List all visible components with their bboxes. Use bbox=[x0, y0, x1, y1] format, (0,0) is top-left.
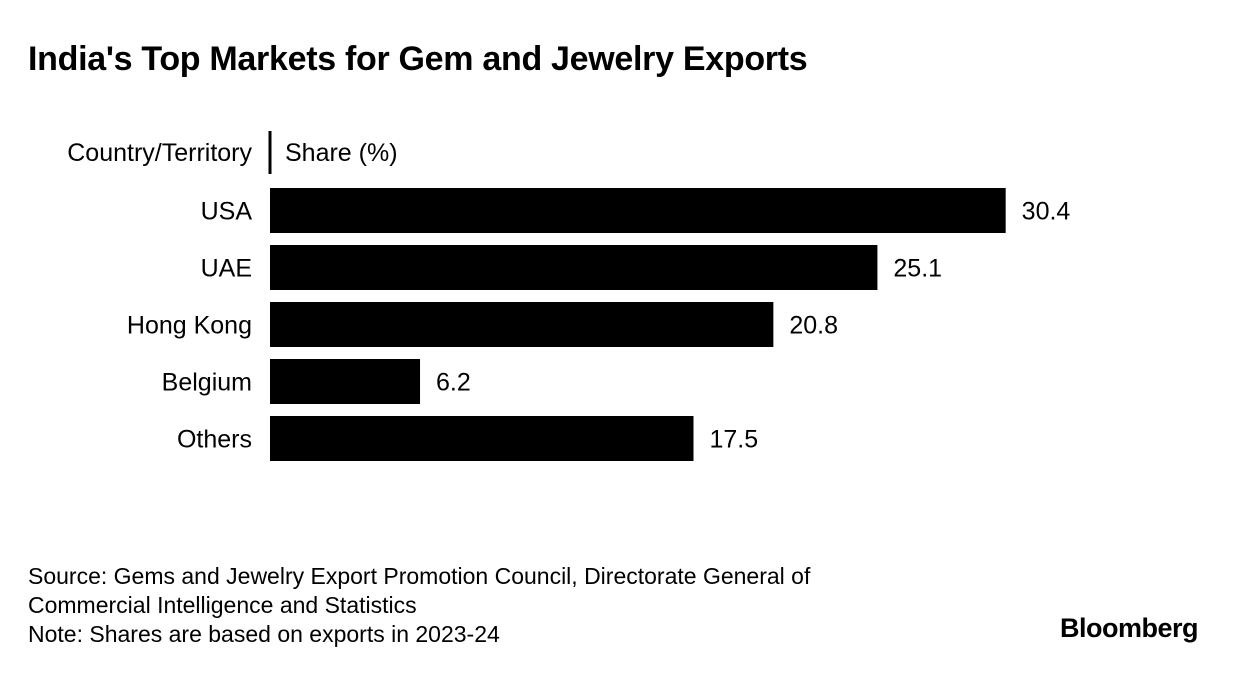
category-label-hong-kong: Hong Kong bbox=[127, 312, 252, 340]
bars-group: USA 30.4 UAE 25.1 Hong Kong 20.8 Belgium 6.2 Oth… bbox=[127, 188, 1071, 461]
value-label-others: 17.5 bbox=[710, 426, 759, 454]
bar-usa bbox=[270, 188, 1006, 233]
bar-others bbox=[270, 416, 694, 461]
bar-uae bbox=[270, 245, 878, 290]
category-label-uae: UAE bbox=[201, 255, 252, 283]
value-label-usa: 30.4 bbox=[1022, 198, 1071, 226]
category-label-others: Others bbox=[177, 426, 252, 454]
value-label-uae: 25.1 bbox=[893, 255, 942, 283]
category-header: Country/Territory bbox=[67, 139, 252, 167]
value-label-belgium: 6.2 bbox=[436, 369, 471, 397]
bar-hong-kong bbox=[270, 302, 774, 347]
bar-belgium bbox=[270, 359, 421, 404]
category-label-usa: USA bbox=[201, 198, 253, 226]
category-label-belgium: Belgium bbox=[162, 369, 252, 397]
bloomberg-logo: Bloomberg bbox=[1059, 613, 1199, 643]
value-header: Share (%) bbox=[285, 139, 398, 167]
chart-title: India's Top Markets for Gem and Jewelry … bbox=[28, 40, 808, 78]
source-text-line-1: Source: Gems and Jewelry Export Promotio… bbox=[28, 563, 811, 589]
footer: Source: Gems and Jewelry Export Promotio… bbox=[28, 562, 1008, 649]
source-text-line-2: Commercial Intelligence and Statistics bbox=[28, 592, 417, 618]
value-label-hong-kong: 20.8 bbox=[789, 312, 838, 340]
bar-chart: Country/Territory Share (%) USA 30.4 UAE 25… bbox=[67, 131, 1071, 461]
note-text: Note: Shares are based on exports in 202… bbox=[28, 621, 500, 647]
